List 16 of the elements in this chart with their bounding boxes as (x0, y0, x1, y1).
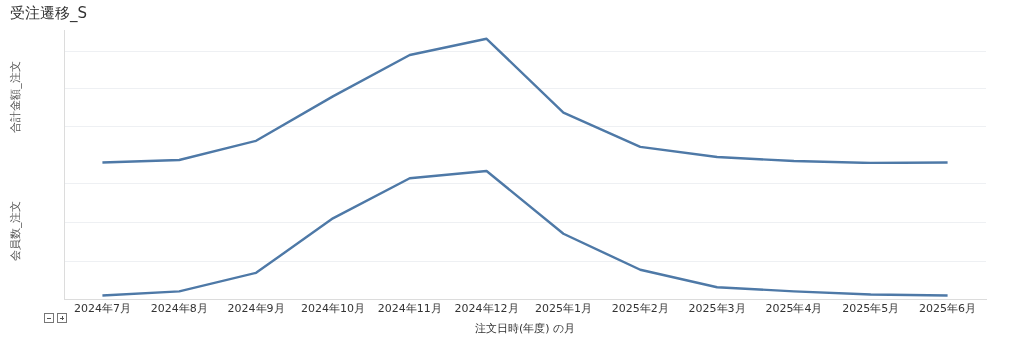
x-tick-label: 2024年11月 (377, 302, 442, 316)
y-axis-title: 会員数_注文 (9, 200, 23, 262)
chart-title: 受注遷移_S (10, 4, 88, 23)
x-tick-label: 2024年12月 (454, 302, 519, 316)
x-tick-label: 2024年8月 (150, 302, 208, 316)
x-tick-label: 2024年10月 (300, 302, 365, 316)
x-tick-label: 2025年3月 (688, 302, 746, 316)
x-tick-label: 2025年4月 (765, 302, 823, 316)
x-tick-label: 2025年2月 (611, 302, 669, 316)
x-tick-label: 2024年7月 (73, 302, 131, 316)
x-tick-label: 2024年9月 (227, 302, 285, 316)
x-axis-title: 注文日時(年度) の月 (474, 322, 576, 336)
x-tick-label: 2025年5月 (842, 302, 900, 316)
y-axis-title: 合計金額_注文 (9, 61, 23, 133)
x-tick-label: 2025年6月 (919, 302, 977, 316)
x-tick-label: 2025年1月 (534, 302, 592, 316)
